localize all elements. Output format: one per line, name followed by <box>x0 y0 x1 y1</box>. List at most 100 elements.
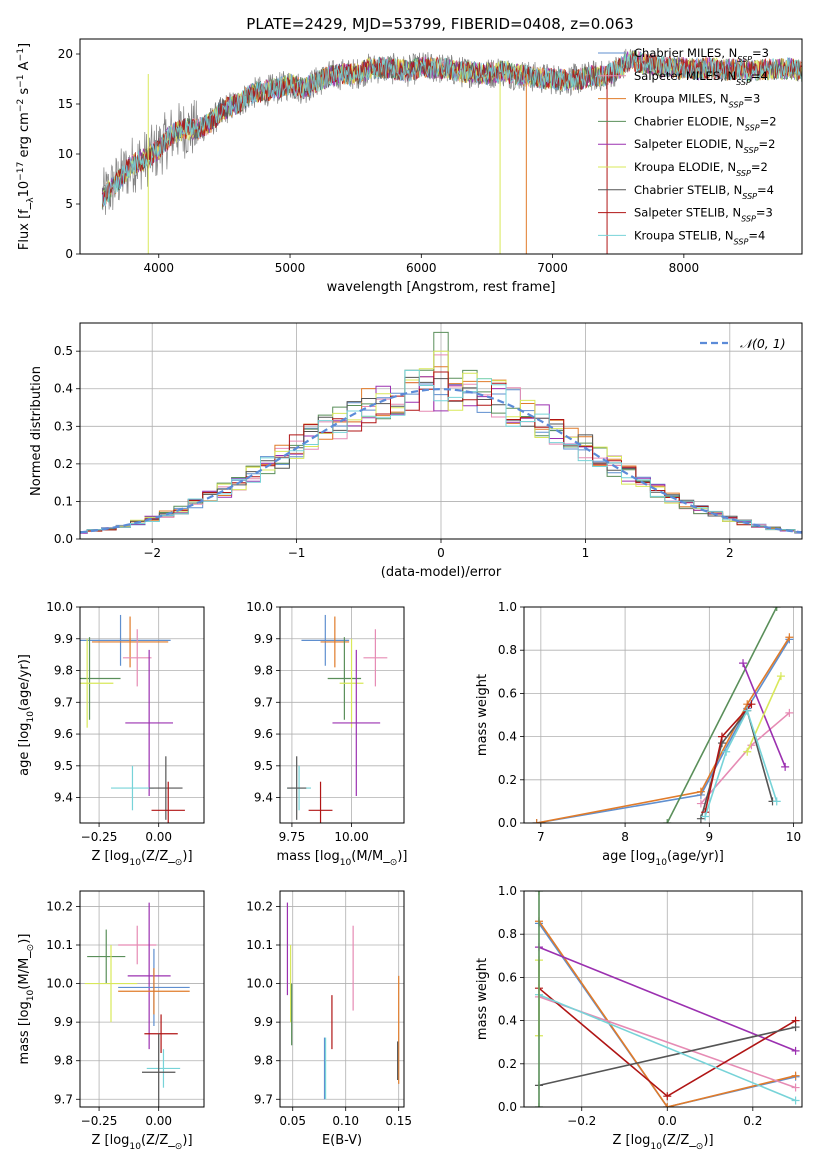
y-tick-label: 0 <box>65 247 73 261</box>
y-tick-label: 0.6 <box>498 686 517 700</box>
x-axis-label: (data-model)/error <box>381 565 502 580</box>
legend-label: Kroupa ELODIE, NSSP=2 <box>634 160 768 178</box>
x-tick-label: −2 <box>143 546 161 560</box>
y-tick-label: 9.4 <box>254 791 273 805</box>
legend-text: Salpeter STELIB, N <box>634 206 741 220</box>
y-tick-label: 0.2 <box>498 773 517 787</box>
y-tick-label: 9.7 <box>54 695 73 709</box>
y-tick-label: 0.2 <box>498 1057 517 1071</box>
weight-point <box>791 1071 800 1080</box>
x-tick-label: 0 <box>437 546 445 560</box>
x-tick-label: 2 <box>726 546 734 560</box>
x-axis-label: E(B-V) <box>322 1133 362 1148</box>
x-tick-label: −0.25 <box>81 830 118 844</box>
y-tick-label: 9.8 <box>54 664 73 678</box>
weight-point <box>696 814 705 823</box>
y-tick-label: 1.0 <box>498 600 517 614</box>
y-tick-label: 0.5 <box>54 344 73 358</box>
y-tick-label: 10.1 <box>46 938 73 952</box>
weight-point <box>701 812 710 821</box>
legend-text: Salpeter ELODIE, N <box>634 137 744 151</box>
y-tick-label: 9.8 <box>54 1054 73 1068</box>
weight-point <box>772 797 781 806</box>
y-tick-label: 9.5 <box>254 759 273 773</box>
legend-value: =4 <box>757 183 774 197</box>
legend-value: =2 <box>760 114 777 128</box>
x-tick-label: 10.00 <box>334 830 368 844</box>
y-axis-label: Normed distribution <box>29 366 44 496</box>
x-tick-label: 4000 <box>143 261 174 275</box>
y-axis-label: mass [log10(M/M_⊙)] <box>17 934 36 1065</box>
weight-point <box>791 1046 800 1055</box>
y-tick-label: 0.0 <box>54 532 73 546</box>
legend-subscript: SSP <box>736 169 751 178</box>
weight-point <box>532 819 541 823</box>
weight-line <box>536 638 791 823</box>
y-tick-label: 9.6 <box>54 727 73 741</box>
weight-point <box>534 891 543 895</box>
legend: 𝒩(0, 1) <box>700 336 786 351</box>
legend-subscript: SSP <box>744 146 759 155</box>
weight-line <box>538 1026 796 1087</box>
y-tick-label: 20 <box>58 47 73 61</box>
legend-subscript: SSP <box>742 191 757 200</box>
y-tick-label: 10.0 <box>46 600 73 614</box>
legend-text: Chabrier ELODIE, N <box>634 114 745 128</box>
x-tick-label: 7 <box>537 830 545 844</box>
weight-line <box>538 920 796 1107</box>
y-tick-label: 9.6 <box>254 727 273 741</box>
panel-age-mass: 9.75 10.00 9.4 9.5 9.6 9.7 9.8 9.9 10.0 mass [log… <box>246 600 407 868</box>
weight-line <box>538 946 796 1052</box>
x-tick-label: 0.10 <box>332 1114 359 1128</box>
y-tick-label: 9.5 <box>54 759 73 773</box>
y-tick-label: 15 <box>58 97 73 111</box>
y-tick-label: 9.7 <box>54 1092 73 1106</box>
axes-frame <box>79 606 205 824</box>
weight-point <box>534 1103 543 1107</box>
x-axis-label: Z [log10(Z/Z_⊙)] <box>91 849 192 868</box>
legend-label: Chabrier ELODIE, NSSP=2 <box>634 114 777 131</box>
x-axis-label: wavelength [Angstrom, rest frame] <box>327 280 556 295</box>
x-tick-label: 5000 <box>275 261 306 275</box>
legend-label: Kroupa MILES, NSSP=3 <box>634 92 760 110</box>
weight-point <box>772 607 781 611</box>
y-tick-label: 9.9 <box>54 632 73 646</box>
legend-value: =2 <box>751 160 768 174</box>
y-tick-label: 9.9 <box>254 632 273 646</box>
x-tick-label: 0.05 <box>279 1114 306 1128</box>
axes-frame <box>523 606 803 824</box>
axes-frame <box>79 322 803 540</box>
y-tick-label: 10.2 <box>46 899 73 913</box>
figure-title: PLATE=2429, MJD=53799, FIBERID=0408, z=0… <box>246 15 633 33</box>
x-axis-label: age [log10(age/yr)] <box>602 849 724 868</box>
y-tick-label: 9.9 <box>254 1015 273 1029</box>
weight-line <box>704 708 778 817</box>
legend-label: Kroupa STELIB, NSSP=4 <box>634 228 765 246</box>
legend-value: =2 <box>758 137 775 151</box>
y-tick-label: 9.9 <box>54 1015 73 1029</box>
y-tick-label: 0.2 <box>54 457 73 471</box>
weight-point <box>663 1103 672 1107</box>
legend-text: Salpeter MILES, N <box>634 69 736 83</box>
weight-point <box>743 747 752 756</box>
y-tick-label: 1.0 <box>498 884 517 898</box>
legend-value: =3 <box>752 46 769 60</box>
y-tick-label: 5 <box>65 197 73 211</box>
x-tick-label: −0.25 <box>81 1114 118 1128</box>
legend-label: Salpeter MILES, NSSP=4 <box>634 69 768 87</box>
legend-value: =3 <box>743 92 760 106</box>
weight-line <box>538 993 796 1102</box>
y-tick-label: 10.0 <box>246 600 273 614</box>
plot-area <box>84 902 190 1107</box>
x-axis-label: Z [log10(Z/Z_⊙)] <box>612 1133 713 1152</box>
x-tick-label: 6000 <box>406 261 437 275</box>
x-axis-label: Z [log10(Z/Z_⊙)] <box>91 1133 192 1152</box>
x-tick-label: 8 <box>621 830 629 844</box>
y-tick-label: 0.1 <box>54 494 73 508</box>
plot-area <box>101 48 802 254</box>
x-tick-label: 0.2 <box>743 1114 762 1128</box>
y-axis-label: Flux [f_λ10−17 erg cm−2 s−1 A−1] <box>16 43 36 250</box>
weight-point <box>791 1083 800 1092</box>
